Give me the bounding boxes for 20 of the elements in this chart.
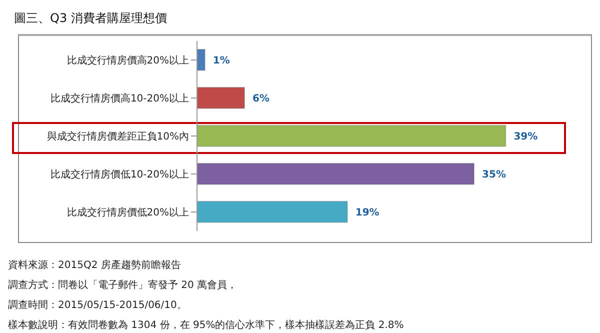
bar bbox=[197, 124, 506, 147]
y-tick-label: 與成交行情房價差距正負10%內 bbox=[46, 130, 189, 143]
text: 圖三、Q3 消費者購屋理想價 bbox=[14, 10, 167, 27]
bar bbox=[197, 162, 475, 185]
data-label: 6% bbox=[252, 93, 270, 104]
bar bbox=[197, 48, 206, 71]
bar bbox=[197, 86, 245, 109]
y-tick-label: 比成交行情房價低10-20%以上 bbox=[50, 168, 189, 181]
data-label: 35% bbox=[482, 169, 506, 180]
y-tick-label: 比成交行情房價高10-20%以上 bbox=[50, 92, 189, 105]
data-label: 19% bbox=[355, 207, 380, 218]
y-tick-label: 比成交行情房價低20%以上 bbox=[66, 206, 189, 219]
text: 樣本數說明：有效問卷數為 1304 份，在 95%的信心水準下，樣本抽樣誤差為正負 2.8% bbox=[8, 318, 404, 333]
y-tick-label: 比成交行情房價高20%以上 bbox=[66, 54, 189, 67]
data-label: 1% bbox=[212, 55, 230, 66]
bar bbox=[197, 200, 348, 223]
text: 調查方式：問卷以「電子郵件」寄發予 20 萬會員， bbox=[8, 278, 238, 293]
data-label: 39% bbox=[514, 131, 538, 142]
text: 調查時間：2015/05/15-2015/06/10。 bbox=[8, 298, 188, 313]
source-note: 資料來源：2015Q2 房產趨勢前瞻報告 bbox=[8, 258, 182, 273]
